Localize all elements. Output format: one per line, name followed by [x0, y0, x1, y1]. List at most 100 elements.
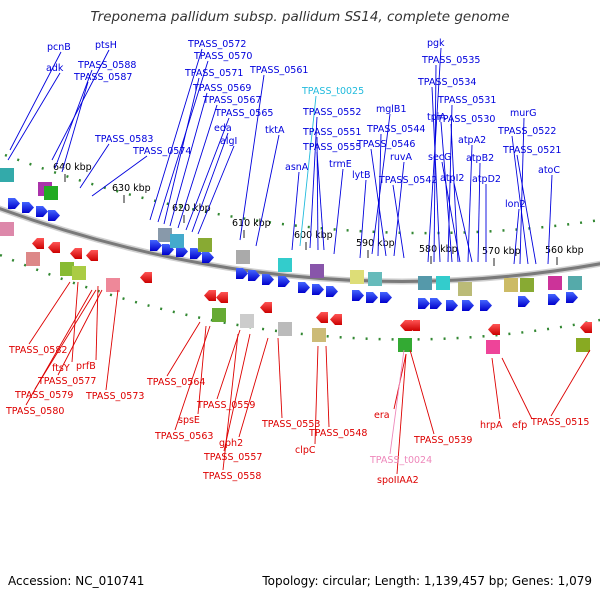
forward-gene-arrow[interactable]: [150, 240, 162, 251]
forward-gene-label[interactable]: TPASS_0534: [417, 77, 476, 88]
reverse-gene-arrow[interactable]: [216, 292, 228, 303]
reverse-gene-arrow[interactable]: [48, 242, 60, 253]
forward-gene-label[interactable]: TPASS_0552: [302, 107, 361, 118]
reverse-gene-label[interactable]: TPASS_0582: [8, 345, 67, 356]
forward-gene-arrow[interactable]: [176, 246, 188, 257]
forward-gene-label[interactable]: TPASS_0583: [94, 134, 153, 145]
reverse-gene-label[interactable]: TPASS_0573: [85, 391, 144, 402]
forward-gene-label[interactable]: atpD2: [472, 174, 501, 185]
reverse-gene-arrow[interactable]: [204, 290, 216, 301]
forward-gene-label[interactable]: pcnB: [47, 42, 71, 53]
forward-gene-arrow[interactable]: [278, 276, 290, 287]
forward-gene-label[interactable]: TPASS_0561: [249, 65, 308, 76]
forward-gene-label[interactable]: TPASS_0555: [302, 142, 361, 153]
reverse-gene-arrow[interactable]: [86, 250, 98, 261]
reverse-gene-arrow[interactable]: [488, 324, 500, 335]
reverse-gene-label[interactable]: TPASS_0577: [37, 376, 96, 387]
forward-gene-label[interactable]: TPASS_0530: [436, 114, 495, 125]
forward-gene-label[interactable]: TPASS_0531: [437, 95, 496, 106]
forward-gene-label[interactable]: tktA: [265, 125, 285, 136]
forward-gene-arrow[interactable]: [298, 282, 310, 293]
forward-gene-label[interactable]: adk: [46, 63, 64, 74]
forward-gene-label[interactable]: atpB2: [466, 153, 494, 164]
reverse-gene-label[interactable]: TPASS_0559: [196, 400, 255, 411]
forward-gene-label[interactable]: lytB: [352, 170, 371, 181]
reverse-gene-label[interactable]: ftsY: [52, 363, 70, 374]
forward-gene-arrow[interactable]: [8, 198, 20, 209]
forward-gene-label[interactable]: TPASS_0569: [192, 83, 251, 94]
forward-gene-arrow[interactable]: [462, 300, 474, 311]
reverse-gene-arrow[interactable]: [70, 248, 82, 259]
forward-gene-label[interactable]: eda: [214, 123, 232, 134]
forward-gene-label[interactable]: atpA2: [458, 135, 486, 146]
forward-gene-label[interactable]: TPASS_0551: [302, 127, 361, 138]
reverse-gene-label[interactable]: hrpA: [480, 420, 503, 431]
forward-gene-arrow[interactable]: [312, 284, 324, 295]
forward-gene-label[interactable]: secG: [428, 152, 451, 163]
forward-gene-label[interactable]: lon2: [505, 199, 526, 210]
reverse-gene-label[interactable]: spsE: [178, 415, 200, 426]
forward-gene-arrow[interactable]: [48, 210, 60, 221]
forward-gene-label[interactable]: algI: [220, 136, 237, 147]
reverse-gene-label[interactable]: TPASS_0564: [146, 377, 205, 388]
forward-gene-label[interactable]: tpiA: [427, 112, 446, 123]
reverse-gene-arrow[interactable]: [140, 272, 152, 283]
forward-gene-label[interactable]: trmE: [329, 159, 352, 170]
forward-gene-label[interactable]: TPASS_0546: [356, 139, 415, 150]
forward-gene-label[interactable]: TPASS_0587: [73, 72, 132, 83]
reverse-gene-label[interactable]: era: [374, 410, 390, 421]
reverse-gene-label[interactable]: clpC: [295, 445, 316, 456]
reverse-gene-label[interactable]: efp: [512, 420, 527, 431]
forward-gene-label[interactable]: TPASS_0571: [184, 68, 243, 79]
reverse-gene-label[interactable]: TPASS_0548: [308, 428, 367, 439]
forward-gene-arrow[interactable]: [548, 294, 560, 305]
forward-gene-label[interactable]: asnA: [285, 162, 309, 173]
reverse-gene-arrow[interactable]: [330, 314, 342, 325]
reverse-gene-arrow[interactable]: [32, 238, 44, 249]
forward-gene-label[interactable]: TPASS_0588: [77, 60, 136, 71]
forward-gene-arrow[interactable]: [36, 206, 48, 217]
reverse-gene-label[interactable]: TPASS_0580: [5, 406, 64, 417]
forward-gene-label[interactable]: murG: [510, 108, 537, 119]
forward-gene-label[interactable]: TPASS_t0025: [301, 86, 364, 97]
forward-gene-arrow[interactable]: [22, 202, 34, 213]
forward-gene-arrow[interactable]: [262, 274, 274, 285]
reverse-gene-label[interactable]: TPASS_0579: [14, 390, 73, 401]
reverse-gene-arrow[interactable]: [580, 322, 592, 333]
forward-gene-label[interactable]: TPASS_0572: [187, 39, 246, 50]
reverse-gene-label[interactable]: prfB: [76, 361, 96, 372]
forward-gene-label[interactable]: TPASS_0535: [421, 55, 480, 66]
forward-gene-arrow[interactable]: [326, 286, 338, 297]
reverse-gene-arrow[interactable]: [260, 302, 272, 313]
forward-gene-arrow[interactable]: [202, 252, 214, 263]
forward-gene-arrow[interactable]: [418, 298, 430, 309]
forward-gene-label[interactable]: TPASS_0570: [193, 51, 252, 62]
forward-gene-arrow[interactable]: [380, 292, 392, 303]
forward-gene-arrow[interactable]: [430, 298, 442, 309]
forward-gene-label[interactable]: TPASS_0521: [502, 145, 561, 156]
forward-gene-label[interactable]: mglB1: [376, 104, 407, 115]
forward-gene-arrow[interactable]: [352, 290, 364, 301]
forward-gene-label[interactable]: TPASS_0565: [214, 108, 273, 119]
forward-gene-arrow[interactable]: [480, 300, 492, 311]
forward-gene-label[interactable]: ptsH: [95, 40, 117, 51]
reverse-gene-label[interactable]: TPASS_t0024: [369, 455, 432, 466]
forward-gene-label[interactable]: TPASS_0542: [378, 175, 437, 186]
forward-gene-label[interactable]: TPASS_0567: [202, 95, 261, 106]
reverse-gene-arrow[interactable]: [400, 320, 412, 331]
forward-gene-label[interactable]: TPASS_0522: [497, 126, 556, 137]
forward-gene-label[interactable]: ruvA: [390, 152, 413, 163]
reverse-gene-label[interactable]: TPASS_0553: [261, 419, 320, 430]
reverse-gene-label[interactable]: TPASS_0515: [530, 417, 589, 428]
forward-gene-arrow[interactable]: [566, 292, 578, 303]
forward-gene-arrow[interactable]: [248, 270, 260, 281]
forward-gene-arrow[interactable]: [446, 300, 458, 311]
reverse-gene-arrow[interactable]: [408, 320, 420, 331]
reverse-gene-arrow[interactable]: [316, 312, 328, 323]
reverse-gene-label[interactable]: TPASS_0563: [154, 431, 213, 442]
forward-gene-arrow[interactable]: [366, 292, 378, 303]
reverse-gene-label[interactable]: TPASS_0557: [203, 452, 262, 463]
forward-gene-label[interactable]: TPASS_0574: [132, 146, 191, 157]
forward-gene-label[interactable]: TPASS_0544: [366, 124, 425, 135]
forward-gene-arrow[interactable]: [518, 296, 530, 307]
